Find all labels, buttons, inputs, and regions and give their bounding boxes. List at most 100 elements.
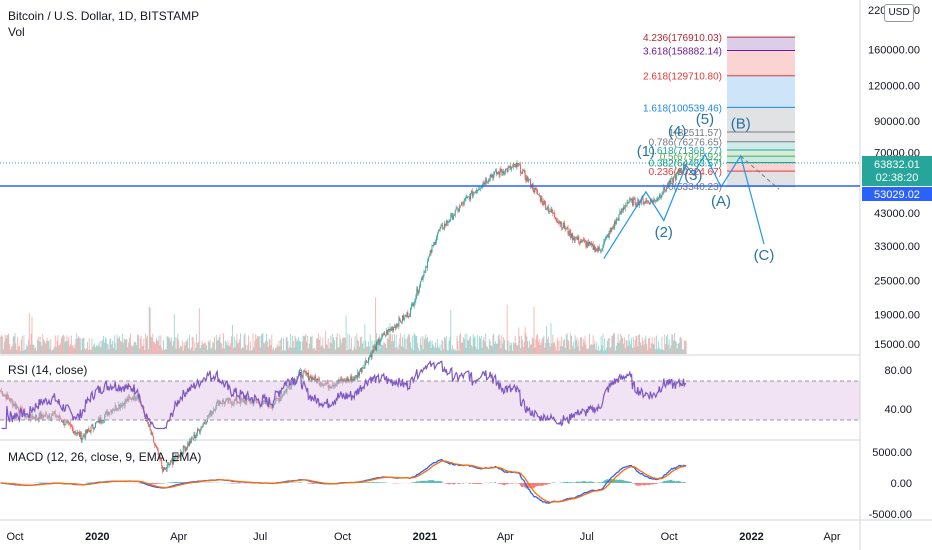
volume-bar (402, 337, 403, 354)
volume-bar (172, 341, 174, 354)
volume-bar (535, 339, 537, 354)
candle-body (257, 402, 258, 403)
volume-bar (649, 347, 651, 354)
candle-body (246, 399, 248, 404)
macd-hist-bar (156, 483, 158, 484)
volume-bar (504, 349, 506, 354)
candle-body (566, 227, 568, 229)
candle-body (27, 416, 29, 420)
candle-body (383, 332, 385, 335)
candle-body (450, 214, 452, 221)
macd-hist-bar (448, 483, 450, 485)
candle-body (369, 354, 371, 357)
candle-body (487, 180, 489, 182)
volume-bar (513, 343, 515, 354)
volume-bar (663, 350, 665, 354)
volume-bar (146, 335, 148, 354)
candle-body (476, 190, 478, 193)
currency-badge[interactable]: USD (884, 4, 914, 22)
volume-bar (365, 340, 367, 354)
candle-body (427, 257, 429, 262)
candle-body (413, 303, 415, 307)
volume-bar (569, 349, 571, 354)
volume-bar (490, 345, 492, 354)
volume-bar (431, 340, 433, 354)
candle-body (161, 460, 163, 467)
candle-body (305, 372, 307, 374)
macd-hist-bar (634, 483, 636, 485)
candle-body (649, 202, 650, 205)
volume-bar (144, 349, 146, 354)
volume-bar (112, 347, 114, 354)
volume-bar (155, 337, 157, 354)
candle-body (80, 432, 82, 441)
candle-body (376, 342, 377, 350)
candle-body (291, 382, 293, 384)
macd-hist-bar (313, 483, 315, 484)
macd-hist-bar (458, 483, 460, 484)
candle-body (358, 372, 360, 376)
volume-bar (155, 343, 156, 354)
candle-body (231, 403, 233, 405)
macd-hist-bar (654, 483, 656, 484)
volume-bar (429, 340, 431, 354)
candle-body (637, 199, 639, 206)
volume-bar (441, 340, 443, 354)
macd-hist-bar (481, 483, 483, 484)
macd-hist-bar (542, 483, 544, 486)
candle-body (381, 334, 383, 340)
time-axis[interactable]: Oct 2020 Apr Jul Oct 2021 Apr Jul Oct 2022 Apr (6, 531, 840, 543)
macd-hist-bar (288, 482, 290, 483)
volume-bar (328, 348, 330, 354)
candle-body (393, 326, 395, 328)
volume-bar (146, 337, 147, 354)
rsi-label[interactable]: RSI (14, close) (8, 363, 87, 377)
candle-body (262, 400, 264, 405)
wave-path[interactable] (603, 152, 765, 259)
volume-bar (656, 335, 658, 354)
volume-bar (268, 339, 270, 354)
price-tick-label: 15000.00 (874, 339, 920, 351)
volume-bar (451, 349, 453, 354)
volume-bar (536, 335, 538, 354)
volume-bar (342, 338, 343, 354)
volume-bar (305, 333, 307, 354)
volume-bar (472, 334, 474, 354)
volume-bar (436, 339, 438, 354)
macd-tick-label: 0.00 (891, 478, 912, 490)
candle-body (431, 245, 433, 253)
candle-body (517, 163, 519, 164)
volume-label[interactable]: Vol (8, 25, 25, 39)
candle-body (376, 341, 378, 343)
candle-body (508, 167, 510, 168)
candle-body (656, 200, 658, 202)
volume-bar (178, 340, 180, 354)
macd-hist-bar (578, 481, 580, 483)
candle-body (270, 405, 272, 407)
volume-bar (554, 342, 556, 354)
volume-bar (208, 342, 210, 354)
candle-body (9, 399, 11, 402)
candle-body (607, 235, 609, 238)
volume-bar (540, 342, 542, 354)
macd-hist-bar (418, 481, 420, 483)
volume-bar (420, 344, 422, 354)
volume-bar (142, 345, 144, 354)
macd-label[interactable]: MACD (12, 26, close, 9, EMA, EMA) (8, 450, 201, 464)
volume-bar (442, 340, 444, 354)
volume-bar (524, 327, 526, 354)
candle-body (631, 198, 633, 201)
candle-body (501, 171, 503, 174)
volume-bar (185, 341, 187, 354)
candle-body (38, 413, 40, 420)
macd-hist-bar (641, 483, 643, 485)
volume-bar (76, 333, 78, 354)
volume-bar (0, 336, 2, 354)
fib-level-label: 1(82511.57) (669, 128, 722, 139)
candle-body (62, 419, 64, 423)
volume-bar (382, 345, 384, 354)
symbol-title[interactable]: Bitcoin / U.S. Dollar, 1D, BITSTAMP (8, 9, 200, 23)
macd-hist-bar (473, 483, 475, 484)
macd-hist-bar (638, 483, 640, 486)
